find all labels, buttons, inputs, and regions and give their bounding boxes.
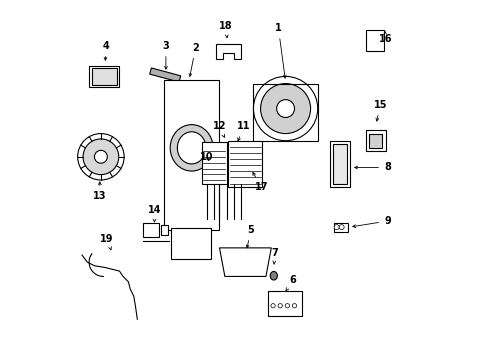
Text: 1: 1 [274,23,285,78]
FancyBboxPatch shape [164,80,219,230]
Ellipse shape [177,132,205,164]
Ellipse shape [292,303,296,308]
Text: 12: 12 [212,121,226,138]
Ellipse shape [253,76,317,141]
Text: 10: 10 [200,152,213,162]
Text: 2: 2 [189,43,199,76]
FancyBboxPatch shape [142,223,159,237]
Text: 19: 19 [100,234,114,250]
Ellipse shape [83,139,119,175]
FancyBboxPatch shape [171,228,210,258]
Ellipse shape [170,125,213,171]
Ellipse shape [94,150,107,163]
Ellipse shape [276,100,294,117]
Text: 16: 16 [378,31,391,44]
Text: 11: 11 [237,121,250,141]
Text: 6: 6 [285,275,296,291]
FancyBboxPatch shape [160,225,168,235]
Text: 5: 5 [246,225,254,248]
Text: 3: 3 [162,41,169,69]
Polygon shape [149,68,181,82]
Polygon shape [216,44,241,59]
FancyBboxPatch shape [329,141,349,187]
FancyBboxPatch shape [368,134,382,148]
Ellipse shape [270,303,275,308]
Ellipse shape [278,303,282,308]
Ellipse shape [333,225,339,230]
Text: 13: 13 [93,182,106,201]
Text: 8: 8 [354,162,390,172]
Text: 9: 9 [352,216,390,228]
Ellipse shape [285,303,289,308]
Text: 17: 17 [252,172,268,192]
FancyBboxPatch shape [92,68,116,85]
FancyBboxPatch shape [89,66,119,87]
FancyBboxPatch shape [267,291,301,316]
FancyBboxPatch shape [365,30,383,51]
Ellipse shape [339,225,344,230]
Text: 7: 7 [271,248,278,264]
Ellipse shape [260,84,310,134]
Ellipse shape [270,271,277,280]
FancyBboxPatch shape [365,130,385,152]
Text: 15: 15 [373,100,386,121]
Polygon shape [219,248,271,276]
Text: 14: 14 [147,205,161,222]
FancyBboxPatch shape [333,223,347,232]
FancyBboxPatch shape [228,141,262,187]
Text: 18: 18 [219,21,232,38]
Text: 4: 4 [102,41,109,60]
Ellipse shape [78,134,124,180]
FancyBboxPatch shape [201,143,226,184]
FancyBboxPatch shape [332,144,346,184]
